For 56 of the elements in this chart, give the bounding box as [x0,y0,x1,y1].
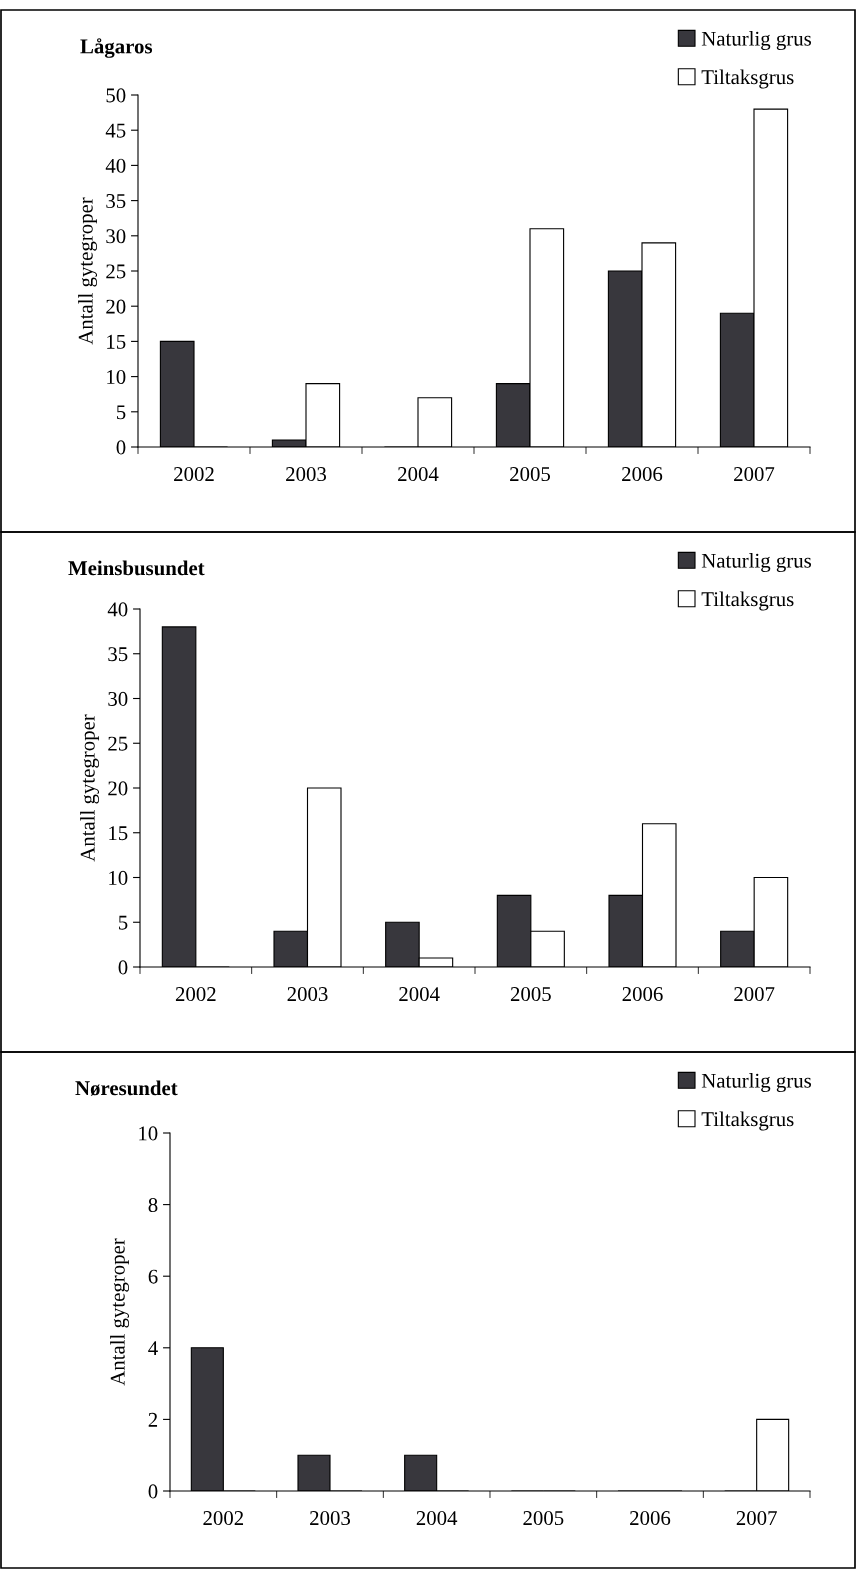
y-tick-label: 40 [105,158,126,173]
x-tick-label: 2007 [734,467,775,482]
legend-label: Tiltaksgrus [701,591,794,611]
x-tick-label: 2002 [174,467,214,482]
y-tick-label: 4 [148,1341,158,1356]
y-tick-label: 20 [106,299,126,314]
legend-label: Naturlig grus [701,1073,812,1093]
y-tick-label: 8 [148,1197,158,1213]
y-tick-label: 10 [109,870,128,885]
y-tick-label: 0 [116,440,126,455]
y-tick-label: 30 [106,229,126,244]
y-tick-label: 5 [116,405,126,420]
x-tick-label: 2005 [510,987,551,1002]
y-tick-label: 50 [106,88,126,103]
y-axis-title: Antall gytegroper [78,197,98,345]
x-tick-label: 2003 [310,1511,351,1526]
legend-label: Tiltaksgrus [701,69,794,89]
y-tick-label: 10 [107,369,126,385]
legend-label: Naturlig grus [701,31,812,51]
y-tick-label: 5 [118,915,128,930]
y-tick-label: 25 [106,264,126,279]
chart-title: Nøresundet [75,1080,178,1096]
y-tick-label: 25 [108,736,128,751]
x-tick-label: 2004 [416,1511,458,1526]
y-axis-title: Antall gytegroper [80,714,100,862]
y-tick-label: 15 [109,826,128,841]
chart-title: Meinsbusundet [68,560,205,576]
x-tick-label: 2004 [399,987,440,1002]
x-tick-label: 2002 [175,987,216,1002]
y-tick-label: 6 [148,1269,158,1284]
legend-label: Naturlig grus [701,553,812,573]
y-tick-label: 20 [108,781,128,796]
y-tick-label: 45 [105,123,126,138]
x-tick-label: 2003 [286,467,327,482]
x-tick-label: 2005 [510,467,551,482]
y-tick-label: 15 [107,334,126,349]
x-tick-label: 2006 [622,467,663,482]
legend-label: Tiltaksgrus [701,1111,794,1131]
y-tick-label: 40 [107,602,128,617]
y-tick-label: 0 [148,1484,158,1499]
x-tick-label: 2004 [398,467,439,482]
y-tick-label: 35 [108,647,128,662]
chart-title: Lågaros [80,38,153,58]
y-tick-label: 30 [108,691,128,706]
y-tick-label: 2 [148,1412,158,1427]
x-tick-label: 2005 [523,1511,564,1526]
x-tick-label: 2002 [203,1511,244,1526]
x-tick-label: 2007 [736,1511,777,1526]
x-tick-label: 2006 [630,1511,671,1526]
x-tick-label: 2007 [734,987,775,1002]
y-axis-title: Antall gytegroper [110,1238,130,1386]
y-tick-label: 0 [118,960,128,975]
x-tick-label: 2003 [287,987,328,1002]
y-tick-label: 10 [139,1126,158,1141]
y-tick-label: 35 [106,194,126,209]
x-tick-label: 2006 [622,987,663,1002]
